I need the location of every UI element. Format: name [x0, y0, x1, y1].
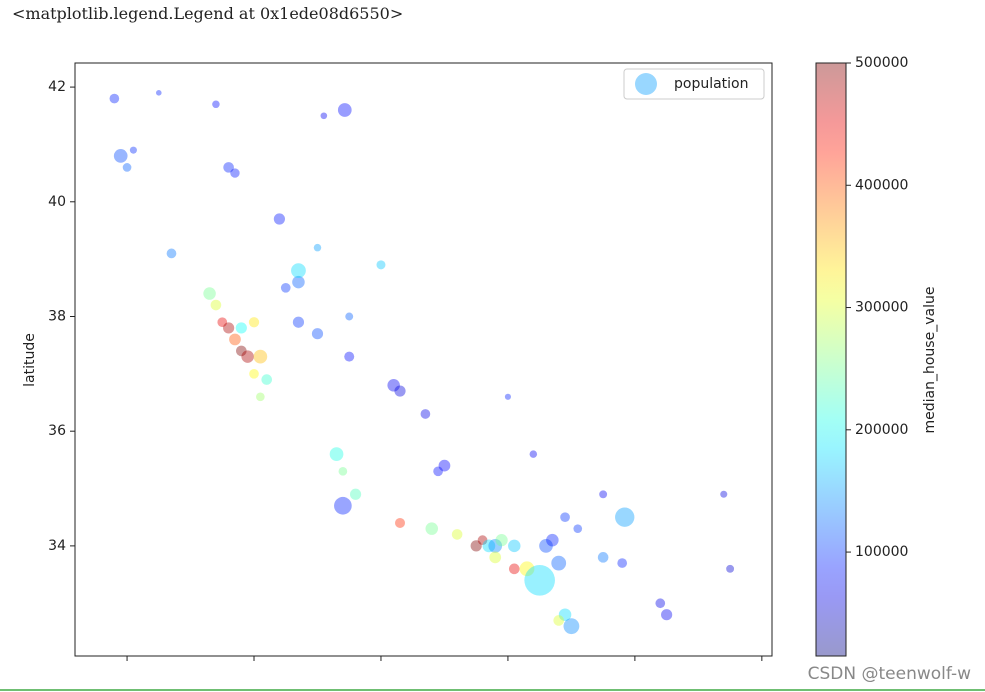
point — [329, 447, 344, 461]
point — [553, 615, 565, 626]
point — [166, 248, 177, 259]
point — [387, 379, 400, 392]
point — [203, 287, 216, 300]
point — [344, 351, 355, 362]
point — [495, 534, 508, 547]
point — [217, 317, 228, 328]
point — [433, 466, 443, 477]
point — [720, 490, 728, 498]
colorbar-tick-label: 400000 — [855, 177, 908, 193]
legend-marker — [635, 73, 657, 95]
point — [229, 333, 241, 346]
y-tick-label: 34 — [48, 538, 66, 554]
colorbar — [815, 62, 847, 657]
point — [236, 345, 247, 357]
colorbar-tick-label: 300000 — [855, 300, 908, 316]
colorbar-label: median_house_value — [922, 287, 938, 434]
point — [313, 243, 322, 252]
point — [253, 349, 268, 364]
point — [451, 529, 463, 540]
point — [311, 328, 324, 340]
point — [438, 459, 451, 472]
point — [248, 317, 260, 328]
point — [292, 275, 305, 289]
point — [597, 552, 609, 563]
point — [420, 409, 431, 419]
point — [249, 368, 259, 379]
point — [477, 535, 488, 545]
y-axis-label: latitude — [22, 333, 38, 387]
point — [345, 312, 354, 321]
point — [291, 263, 306, 279]
divider — [0, 689, 985, 691]
point — [212, 100, 220, 109]
point — [560, 512, 570, 523]
plot-area — [74, 62, 773, 657]
colorbar-tick-label: 100000 — [855, 544, 908, 560]
point — [223, 162, 234, 173]
point — [615, 507, 635, 527]
point — [661, 609, 673, 621]
point — [394, 385, 406, 397]
legend: population — [623, 68, 765, 100]
output-text: <matplotlib.legend.Legend at 0x1ede08d65… — [12, 4, 404, 23]
point — [129, 146, 137, 154]
y-tick-label: 36 — [48, 423, 66, 439]
point — [504, 393, 511, 400]
point — [376, 260, 386, 270]
watermark: CSDN @teenwolf-w — [807, 664, 971, 684]
point — [292, 316, 305, 328]
point — [338, 467, 348, 476]
point — [470, 540, 482, 552]
point — [539, 539, 553, 553]
point — [395, 517, 406, 528]
point — [482, 539, 496, 553]
point — [655, 598, 666, 609]
point — [349, 488, 362, 500]
point — [529, 450, 538, 458]
point — [122, 163, 132, 172]
y-tick-label: 38 — [48, 308, 66, 324]
colorbar-tick-label: 500000 — [855, 55, 908, 71]
point — [256, 392, 265, 402]
point — [726, 564, 735, 573]
point — [489, 551, 502, 564]
colorbar-tick-label: 200000 — [855, 422, 908, 438]
point — [280, 282, 291, 293]
point — [273, 213, 285, 225]
point — [230, 168, 240, 178]
point — [617, 558, 628, 568]
point — [563, 618, 580, 635]
legend-label: population — [674, 76, 749, 92]
point — [223, 322, 235, 334]
point — [337, 103, 352, 117]
y-tick-label: 42 — [48, 79, 66, 95]
point — [508, 539, 521, 553]
point — [558, 608, 572, 621]
point — [109, 93, 120, 104]
point — [519, 561, 535, 577]
point — [261, 374, 273, 385]
point — [334, 496, 352, 515]
point — [551, 555, 567, 571]
point — [320, 112, 328, 120]
point — [113, 149, 128, 163]
legend-box — [623, 68, 765, 100]
point — [508, 563, 520, 575]
point — [546, 533, 559, 547]
point — [488, 539, 503, 553]
point — [155, 90, 162, 96]
point — [573, 524, 583, 534]
point — [210, 299, 222, 311]
y-tick-label: 40 — [48, 194, 66, 210]
point — [425, 522, 439, 535]
point — [599, 490, 608, 499]
point — [524, 564, 555, 596]
point — [235, 322, 247, 334]
point — [241, 350, 254, 363]
